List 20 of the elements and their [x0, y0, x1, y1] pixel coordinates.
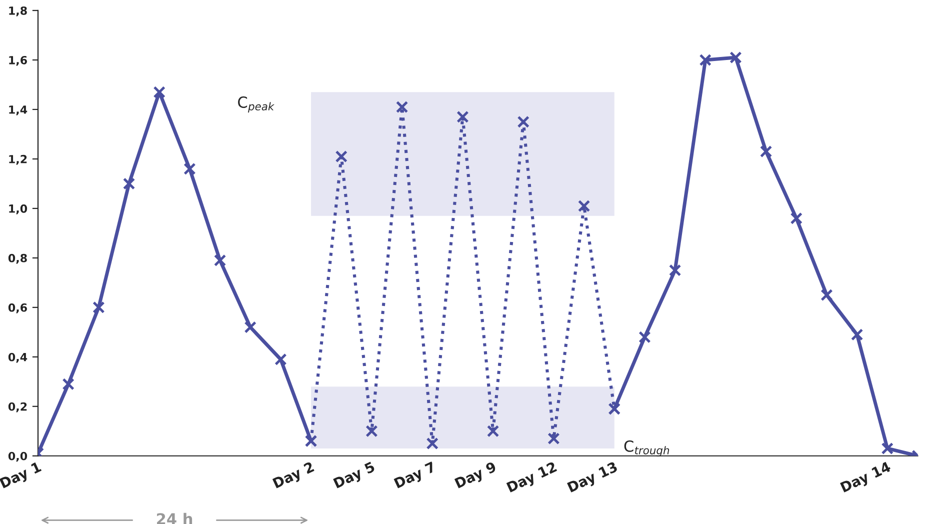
y-tick-label: 1,2: [9, 154, 27, 165]
x-tick-label: Day 2: [272, 461, 316, 491]
x-tick-label: Day 13: [566, 461, 620, 496]
band-label: C$_{peak}$: [238, 96, 274, 112]
y-tick-label: 0,8: [8, 254, 27, 264]
band-label: C$_{trough}$: [624, 440, 670, 456]
x-tick-label: Day 9: [454, 461, 498, 491]
text: 24 h: [156, 512, 192, 524]
x-tick-label: Day 14: [840, 461, 892, 496]
y-tick-label: 1,0: [9, 204, 28, 214]
y-tick-label: 0,2: [8, 402, 27, 412]
y-tick-label: 1,6: [9, 56, 27, 66]
y-tick-label: 0,6: [8, 303, 27, 314]
y-tick-label: 0,4: [8, 352, 28, 363]
x-tick-label: Day 12: [506, 461, 558, 496]
y-tick-label: 1,8: [9, 6, 27, 16]
y-tick-label: 0,0: [8, 452, 28, 462]
x-tick-label: Day 7: [394, 462, 438, 491]
y-tick-label: 1,4: [9, 106, 28, 116]
x-tick-label: Day 5: [333, 461, 376, 491]
